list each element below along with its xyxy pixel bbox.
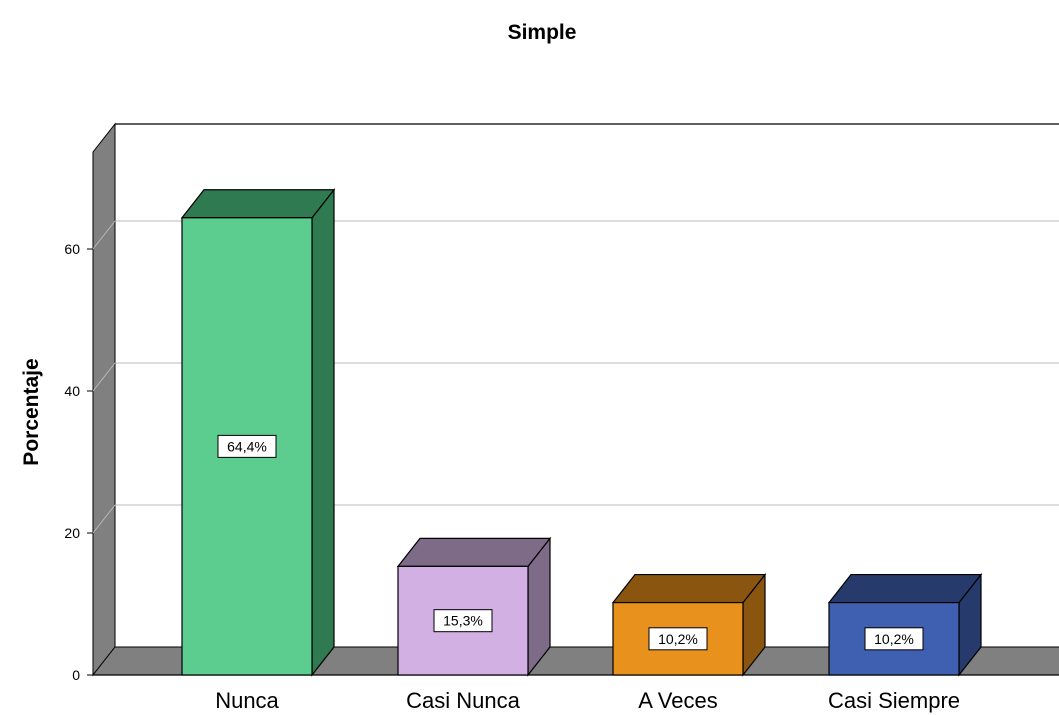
data-label-box	[217, 434, 277, 458]
bar-top	[827, 573, 983, 604]
x-tick-label: Nunca	[215, 688, 279, 713]
data-label: 10,2%	[658, 631, 698, 647]
bar-side	[311, 188, 335, 677]
chart-title: Simple	[508, 21, 577, 44]
bar-nunca: 64,4%	[180, 188, 336, 677]
data-label: 64,4%	[227, 438, 267, 454]
bar-top	[180, 189, 336, 219]
x-tick-label: Casi Siempre	[828, 688, 960, 713]
gridline-side	[92, 362, 116, 392]
gridline-side	[92, 220, 116, 250]
bars: 64,4% 15,3% 10,2% 10,2%	[180, 188, 983, 677]
y-tick-label: 20	[64, 525, 80, 541]
data-label-box	[864, 627, 924, 651]
left-wall	[92, 122, 116, 677]
y-tick-label: 60	[64, 241, 80, 257]
x-tick-label: Casi Nunca	[406, 688, 520, 713]
x-axis: Nunca Casi Nunca A Veces Casi Siempre	[215, 688, 960, 713]
bar-casi-nunca: 15,3%	[396, 536, 552, 677]
y-tick-label: 0	[72, 667, 80, 683]
bar-casi-siempre: 10,2%	[827, 572, 983, 677]
data-label: 15,3%	[443, 613, 483, 629]
bar-a-veces: 10,2%	[611, 572, 767, 677]
y-tick-label: 40	[64, 383, 80, 399]
chart-walls	[91, 122, 1059, 677]
bar-top	[396, 537, 552, 567]
gridline-side	[92, 504, 116, 534]
x-tick-label: A Veces	[638, 688, 718, 713]
data-label-box	[648, 627, 708, 651]
data-label-box	[433, 609, 493, 633]
bar-top	[611, 573, 767, 604]
y-axis-label: Porcentaje	[20, 358, 43, 465]
data-label: 10,2%	[874, 631, 914, 647]
